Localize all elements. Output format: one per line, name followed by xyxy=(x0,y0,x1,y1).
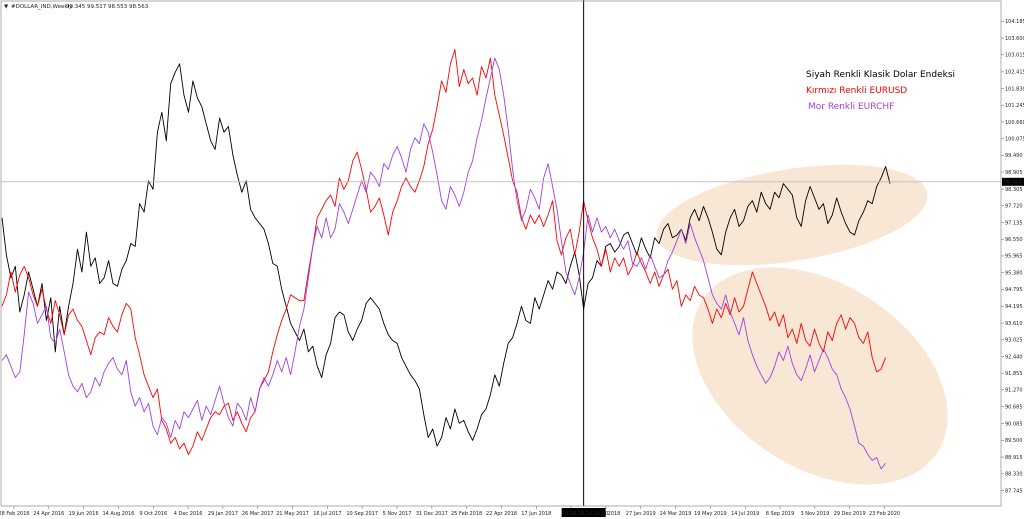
x-tick-label: 2 Dec 2018 xyxy=(592,511,621,517)
x-tick-label: 19 May 2019 xyxy=(694,511,727,517)
price-tag-text: 98.563 xyxy=(1004,180,1022,186)
x-tick-label: 29 Dec 2019 xyxy=(834,511,866,517)
current-price-tag: 98.563 xyxy=(1002,177,1024,186)
x-tick-label: 31 Dec 2017 xyxy=(416,511,448,517)
y-tick-label: 90.085 xyxy=(1005,421,1023,427)
y-tick-label: 99.490 xyxy=(1005,153,1023,159)
y-tick-label: 91.270 xyxy=(1005,388,1023,394)
y-tick-label: 95.380 xyxy=(1005,270,1023,276)
x-tick-label: 19 Jun 2016 xyxy=(69,511,99,517)
x-tick-label: 22 Apr 2018 xyxy=(486,511,517,517)
symbol-label: #DOLLAR_IND,Weekly xyxy=(11,4,73,10)
y-tick-label: 94.795 xyxy=(1005,287,1023,293)
x-tick-label: 14 Aug 2016 xyxy=(102,511,134,517)
y-tick-label: 95.965 xyxy=(1005,254,1023,260)
annotation-eurusd: Kırmızı Renkli EURUSD xyxy=(806,86,907,96)
series-line-0 xyxy=(1,63,891,447)
y-tick-label: 98.305 xyxy=(1005,187,1023,193)
y-tick-label: 91.855 xyxy=(1005,371,1023,377)
price-tag-box xyxy=(1002,177,1024,186)
axes: 104.185 103.600 103.015 102.415 101.830 101.2… xyxy=(0,19,1024,517)
y-tick-label: 98.905 xyxy=(1005,170,1023,176)
y-tick-label: 101.830 xyxy=(1005,86,1024,92)
y-tick-label: 96.550 xyxy=(1005,237,1023,243)
x-tick-label: 14 Jul 2019 xyxy=(731,511,759,517)
y-tick-label: 93.025 xyxy=(1005,338,1023,344)
y-tick-label: 88.330 xyxy=(1005,472,1023,478)
y-tick-label: 100.075 xyxy=(1005,136,1024,142)
y-tick-label: 87.745 xyxy=(1005,488,1023,494)
chart-header: ▼ #DOLLAR_IND,Weekly 99.345 99.517 98.55… xyxy=(4,4,149,10)
y-tick-label: 103.015 xyxy=(1005,53,1024,59)
y-tick-label: 89.500 xyxy=(1005,438,1023,444)
x-tick-label: 5 Nov 2017 xyxy=(383,511,412,517)
x-tick-label: 16 Jul 2017 xyxy=(313,511,341,517)
ohlc-values: 99.345 99.517 98.553 98.563 xyxy=(66,4,149,10)
series-layer xyxy=(1,49,891,470)
x-tick-label: 26 Mar 2017 xyxy=(242,511,274,517)
x-tick-label: 17 Jun 2018 xyxy=(521,511,551,517)
x-tick-label: 8 Sep 2019 xyxy=(766,511,795,517)
x-tick-label: 9 Oct 2016 xyxy=(139,511,167,517)
y-tick-label: 94.195 xyxy=(1005,304,1023,310)
x-tick-label: 10 Sep 2017 xyxy=(346,511,378,517)
annotation-eurchf: Mor Renkli EURCHF xyxy=(808,102,894,112)
y-tick-label: 93.610 xyxy=(1005,321,1023,327)
y-tick-label: 100.660 xyxy=(1005,120,1024,126)
annotation-dollar-index: Siyah Renkli Klasik Dolar Endeksi xyxy=(806,70,955,80)
plot-border xyxy=(0,0,1002,507)
legend-annotation: Siyah Renkli Klasik Dolar Endeksi Kırmız… xyxy=(806,70,955,112)
x-tick-label: 24 Apr 2016 xyxy=(33,511,64,517)
x-tick-label: 21 May 2017 xyxy=(276,511,309,517)
y-tick-label: 97.135 xyxy=(1005,220,1023,226)
x-tick-label: 25 Feb 2018 xyxy=(451,511,482,517)
x-tick-label: 23 Feb 2020 xyxy=(869,511,900,517)
x-tick-label: 24 Mar 2019 xyxy=(660,511,692,517)
x-tick-label: 29 Jan 2017 xyxy=(208,511,238,517)
y-tick-label: 102.415 xyxy=(1005,70,1024,76)
y-tick-label: 97.720 xyxy=(1005,204,1023,210)
y-tick-label: 103.600 xyxy=(1005,36,1024,42)
x-tick-label: 28 Feb 2016 xyxy=(0,511,30,517)
y-tick-label: 104.185 xyxy=(1005,19,1024,25)
crosshair-date-box xyxy=(561,508,606,517)
x-tick-label: 27 Jan 2019 xyxy=(626,511,656,517)
y-tick-label: 90.685 xyxy=(1005,404,1023,410)
x-tick-label: 3 Nov 2019 xyxy=(800,511,829,517)
y-tick-label: 101.245 xyxy=(1005,103,1024,109)
crosshair-date-text: 2018.09.16 00:00 xyxy=(564,511,609,517)
y-tick-label: 92.440 xyxy=(1005,354,1023,360)
crosshair-date-label: 2018.09.16 00:00 xyxy=(561,508,609,517)
highlight-ellipse-euro xyxy=(692,267,948,485)
x-tick-label: 4 Dec 2016 xyxy=(174,511,203,517)
series-line-2 xyxy=(1,57,886,470)
collapse-triangle-icon[interactable]: ▼ xyxy=(4,4,9,10)
y-tick-label: 88.915 xyxy=(1005,455,1023,461)
series-line-1 xyxy=(1,49,887,456)
